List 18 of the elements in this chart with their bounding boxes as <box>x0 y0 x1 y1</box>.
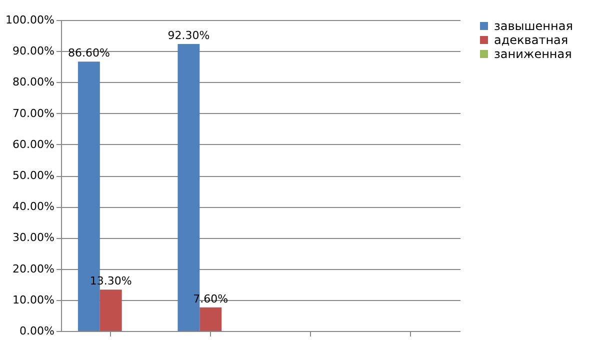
bar <box>100 290 122 331</box>
y-tick-label: 70.00% <box>12 106 54 120</box>
data-label: 92.30% <box>168 28 210 42</box>
bar <box>200 307 222 331</box>
y-tick-label: 50.00% <box>12 169 54 182</box>
legend-label: адекватная <box>494 33 568 47</box>
legend-label: заниженная <box>494 47 572 61</box>
data-label: 86.60% <box>68 46 110 60</box>
y-tick-label: 0.00% <box>20 324 54 338</box>
y-tick-label: 100.00% <box>6 14 54 26</box>
y-tick-label: 40.00% <box>12 200 54 214</box>
y-tick-label: 10.00% <box>12 293 54 306</box>
y-tick-label: 30.00% <box>12 231 54 244</box>
y-tick-label: 60.00% <box>12 138 54 151</box>
y-tick-label: 90.00% <box>12 44 54 58</box>
y-tick-label: 20.00% <box>12 262 54 276</box>
y-tick-label: 80.00% <box>12 76 54 89</box>
legend-label: завышенная <box>494 19 573 33</box>
